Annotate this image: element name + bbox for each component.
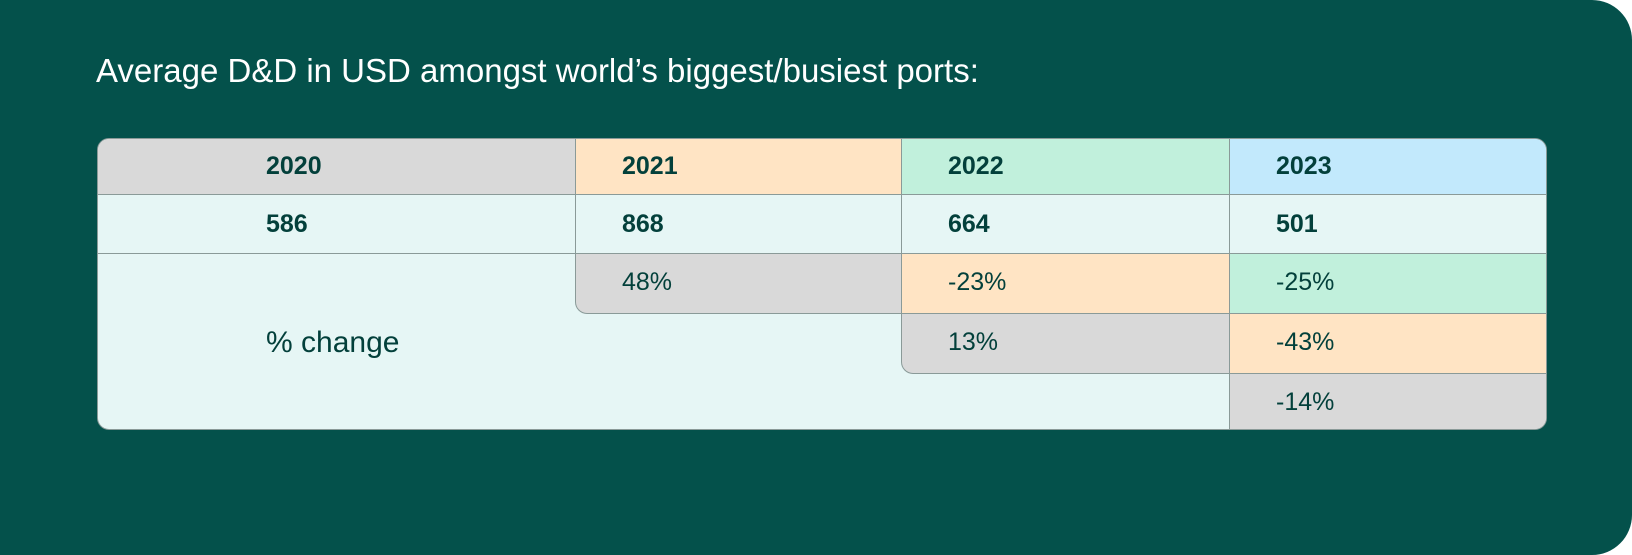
value-2022: 664 xyxy=(901,195,1229,254)
dd-table: 2020 2021 2022 2023 586 868 664 501 % ch… xyxy=(97,138,1547,430)
value-2020: 586 xyxy=(98,195,575,254)
value-2021: 868 xyxy=(575,195,901,254)
change-2022-vs-2021: -23% xyxy=(901,254,1229,314)
change-2023-vs-2021: -43% xyxy=(1229,314,1546,374)
change-2023-vs-2022: -25% xyxy=(1229,254,1546,314)
value-2023: 501 xyxy=(1229,195,1546,254)
page-title: Average D&D in USD amongst world’s bigge… xyxy=(96,52,979,89)
change-2021-vs-2020: 48% xyxy=(575,254,901,314)
header-2023: 2023 xyxy=(1229,139,1546,195)
change-2023-vs-2020: -14% xyxy=(1229,374,1546,429)
header-2020: 2020 xyxy=(98,139,575,195)
change-label: % change xyxy=(266,325,400,359)
change-2022-vs-2020: 13% xyxy=(901,314,1229,374)
header-2021: 2021 xyxy=(575,139,901,195)
header-2022: 2022 xyxy=(901,139,1229,195)
